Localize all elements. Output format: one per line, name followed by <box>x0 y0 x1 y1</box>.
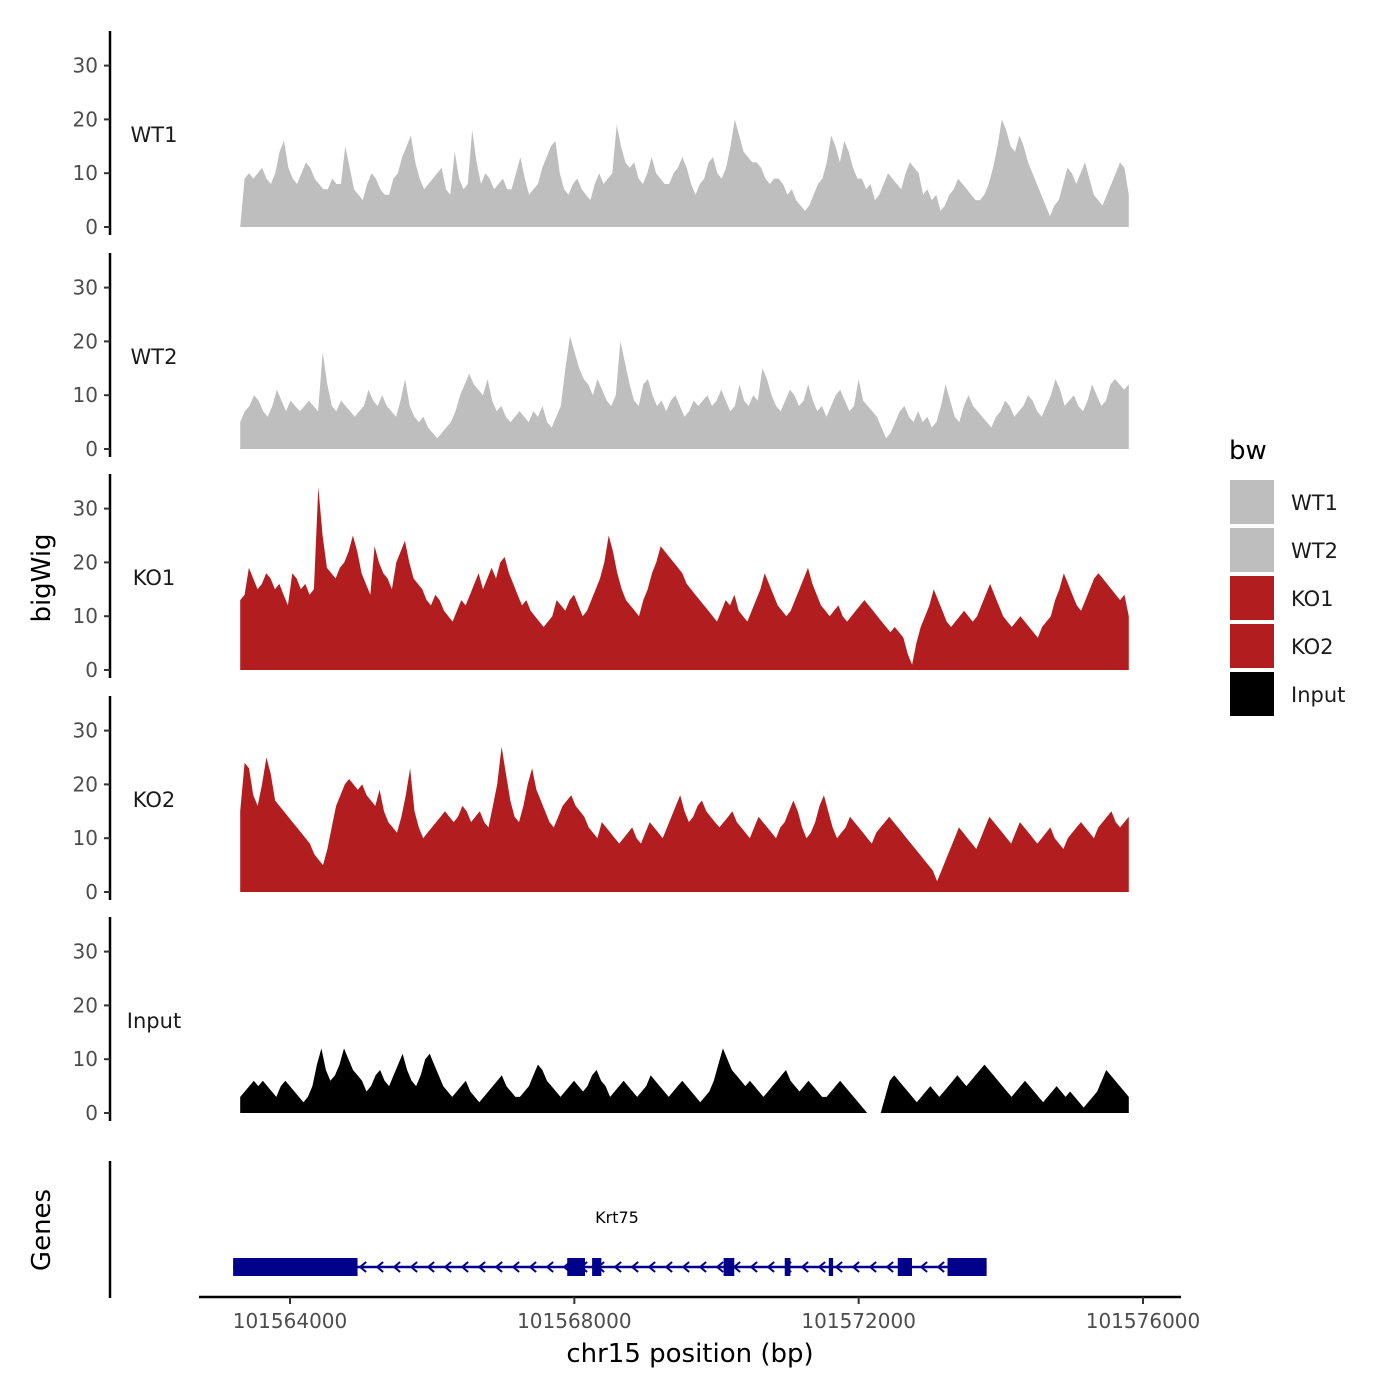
coverage-area-wt1 <box>240 119 1129 227</box>
strand-arrow <box>664 1261 673 1273</box>
genes-axis-title: Genes <box>27 1189 57 1271</box>
y-tick-label: 0 <box>85 658 98 682</box>
y-tick-label: 20 <box>73 107 98 131</box>
legend-swatch <box>1230 672 1274 716</box>
x-tick-label: 101572000 <box>801 1309 916 1333</box>
y-tick-label: 0 <box>85 880 98 904</box>
coverage-area-wt2 <box>240 336 1129 449</box>
strand-arrow <box>851 1261 860 1273</box>
gene-label: Krt75 <box>595 1208 639 1227</box>
track-label: KO1 <box>133 566 176 590</box>
gene-exon <box>723 1258 735 1276</box>
strand-arrow <box>817 1261 826 1273</box>
legend-item-wt1: WT1 <box>1230 480 1338 524</box>
track-label: WT2 <box>131 345 178 369</box>
x-tick-label: 101576000 <box>1086 1309 1201 1333</box>
legend-label: KO1 <box>1291 587 1334 611</box>
track-label: Input <box>127 1009 181 1033</box>
y-tick-label: 0 <box>85 1101 98 1125</box>
y-tick-label: 20 <box>73 993 98 1017</box>
gene-exon <box>784 1258 791 1276</box>
x-tick-label: 101564000 <box>233 1309 348 1333</box>
strand-arrow <box>766 1261 775 1273</box>
strand-arrow <box>681 1261 690 1273</box>
gene-exon <box>947 1258 987 1276</box>
y-tick-label: 10 <box>73 161 98 185</box>
track-label: WT1 <box>131 123 178 147</box>
y-tick-label: 20 <box>73 329 98 353</box>
coverage-area-ko2 <box>240 746 1129 892</box>
y-tick-label: 10 <box>73 604 98 628</box>
y-tick-label: 30 <box>73 719 98 743</box>
coverage-area-ko1 <box>240 487 1129 670</box>
strand-arrow <box>834 1261 843 1273</box>
y-tick-label: 0 <box>85 437 98 461</box>
strand-arrow <box>885 1261 894 1273</box>
legend-label: WT2 <box>1291 539 1338 563</box>
y-axis-title: bigWig <box>27 533 57 622</box>
legend-swatch <box>1230 624 1274 668</box>
coverage-area-input <box>240 1048 1129 1113</box>
y-tick-label: 30 <box>73 276 98 300</box>
legend-swatch <box>1230 576 1274 620</box>
y-tick-label: 0 <box>85 215 98 239</box>
y-tick-label: 30 <box>73 54 98 78</box>
x-axis-title: chr15 position (bp) <box>566 1339 813 1369</box>
y-tick-label: 20 <box>73 550 98 574</box>
legend-item-ko1: KO1 <box>1230 576 1334 620</box>
strand-arrow <box>647 1261 656 1273</box>
strand-arrow <box>698 1261 707 1273</box>
legend-item-ko2: KO2 <box>1230 624 1334 668</box>
strand-arrow <box>715 1261 724 1273</box>
strand-arrow <box>868 1261 877 1273</box>
strand-arrow <box>919 1261 928 1273</box>
legend-item-input: Input <box>1230 672 1345 716</box>
strand-arrow <box>392 1261 401 1273</box>
track-ko1: 0 10 20 30 KO1 <box>73 474 1129 682</box>
track-label: KO2 <box>133 788 176 812</box>
strand-arrow <box>358 1261 367 1273</box>
legend-label: WT1 <box>1291 491 1338 515</box>
strand-arrow <box>443 1261 452 1273</box>
track-wt1: 0 10 20 30 WT1 <box>73 31 1129 239</box>
track-input: 0 10 20 30 Input <box>73 917 1129 1125</box>
gene-exon <box>567 1258 585 1276</box>
x-tick-label: 101568000 <box>517 1309 632 1333</box>
y-tick-label: 10 <box>73 826 98 850</box>
y-tick-label: 10 <box>73 383 98 407</box>
strand-arrow <box>545 1261 554 1273</box>
y-tick-label: 20 <box>73 772 98 796</box>
y-tick-label: 10 <box>73 1047 98 1071</box>
legend-label: Input <box>1291 683 1345 707</box>
legend-item-wt2: WT2 <box>1230 528 1338 572</box>
strand-arrow <box>477 1261 486 1273</box>
legend-swatch <box>1230 480 1274 524</box>
gene-exon <box>897 1258 912 1276</box>
y-tick-label: 30 <box>73 940 98 964</box>
strand-arrow <box>426 1261 435 1273</box>
gene-exon <box>233 1258 358 1276</box>
strand-arrow <box>494 1261 503 1273</box>
gene-exon <box>828 1258 834 1276</box>
y-tick-label: 30 <box>73 497 98 521</box>
strand-arrow <box>460 1261 469 1273</box>
strand-arrow <box>511 1261 520 1273</box>
track-wt2: 0 10 20 30 WT2 <box>73 253 1129 461</box>
strand-arrow <box>613 1261 622 1273</box>
strand-arrow <box>936 1261 945 1273</box>
strand-arrow <box>528 1261 537 1273</box>
strand-arrow <box>749 1261 758 1273</box>
legend-swatch <box>1230 528 1274 572</box>
legend-title: bw <box>1229 436 1267 466</box>
gene-exon <box>592 1258 602 1276</box>
strand-arrow <box>630 1261 639 1273</box>
strand-arrow <box>409 1261 418 1273</box>
strand-arrow <box>800 1261 809 1273</box>
strand-arrow <box>375 1261 384 1273</box>
track-ko2: 0 10 20 30 KO2 <box>73 696 1129 904</box>
legend-label: KO2 <box>1291 635 1334 659</box>
